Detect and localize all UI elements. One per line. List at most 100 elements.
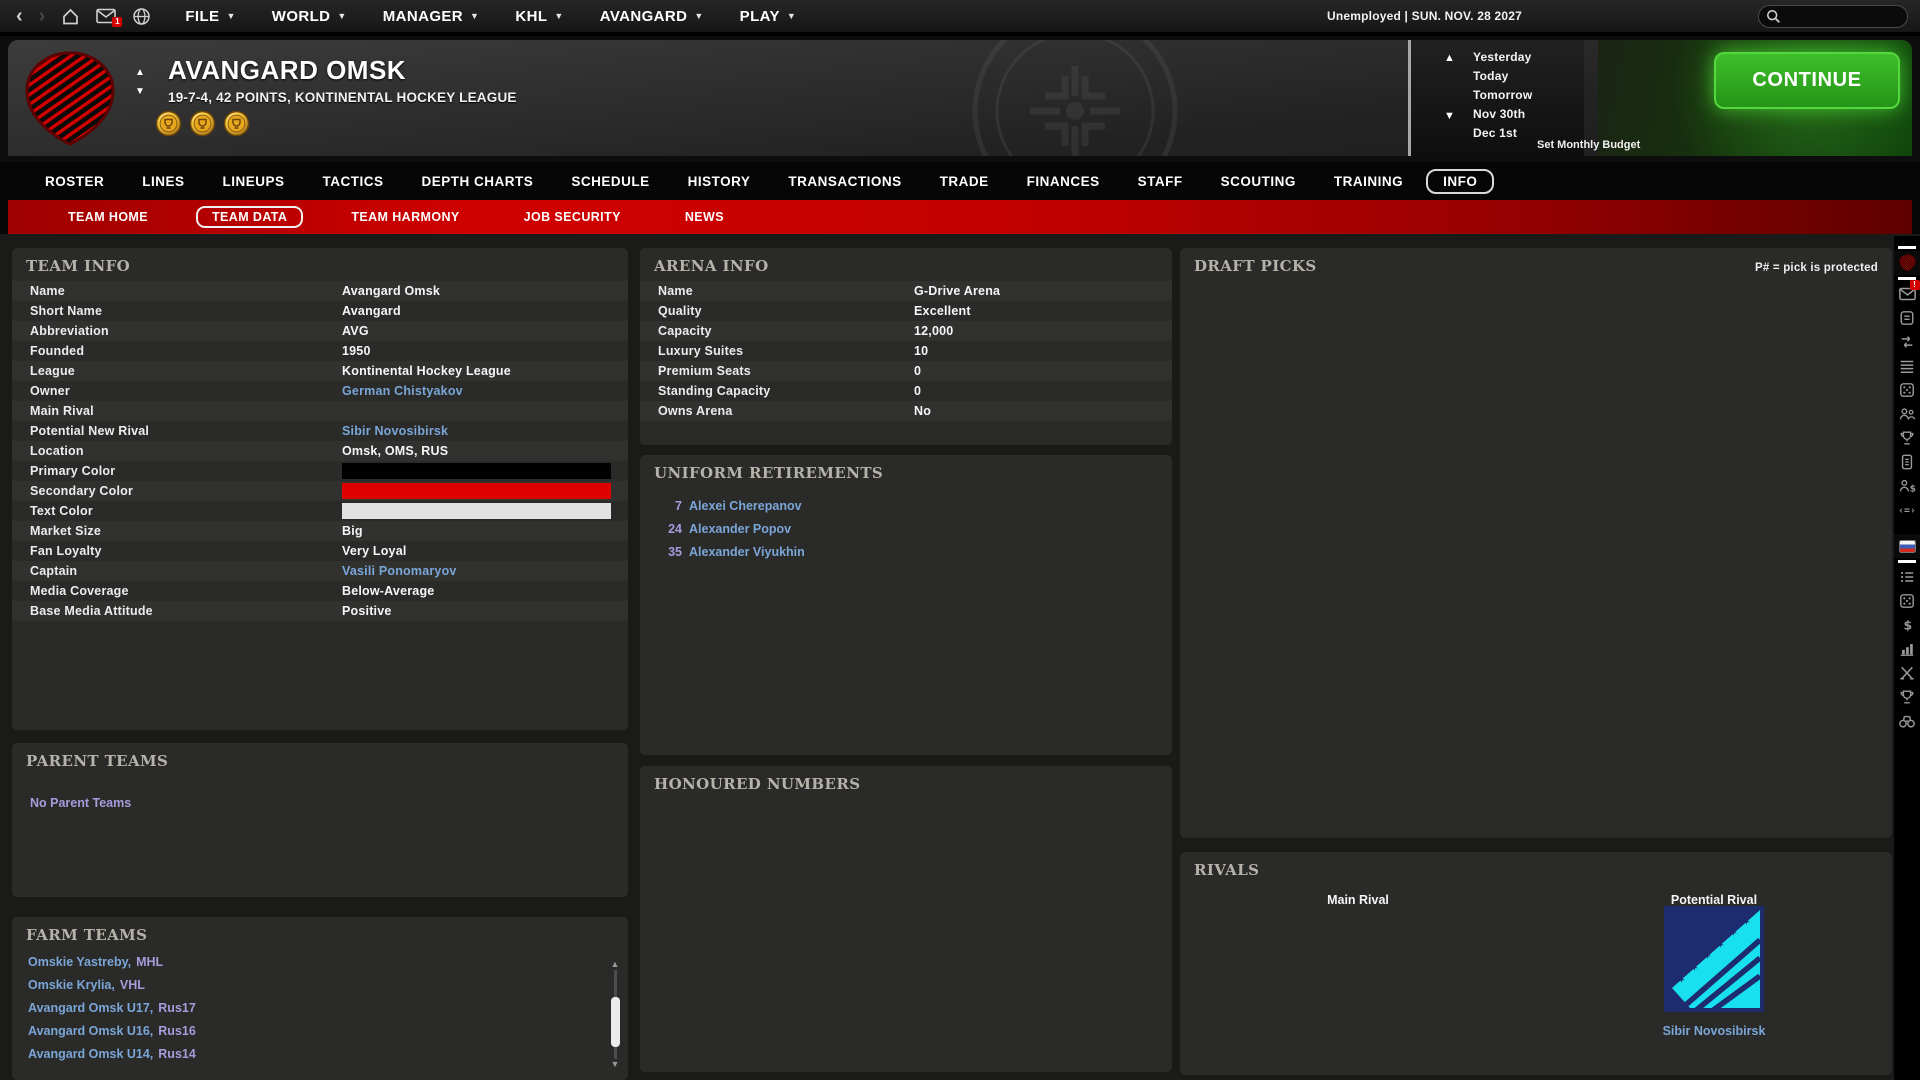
- table-row: Captain Vasili Ponomaryov: [12, 561, 628, 581]
- list-item[interactable]: Avangard Omsk U17, Rus17: [12, 996, 628, 1019]
- list-item[interactable]: Omskie Krylia, VHL: [12, 973, 628, 996]
- scroll-down-arrow[interactable]: ▼: [610, 1059, 620, 1069]
- menu-world[interactable]: WORLD ▼: [272, 8, 347, 25]
- rail-code-brackets-icon[interactable]: ‹=›: [1898, 498, 1916, 522]
- farm-team-link[interactable]: Avangard Omsk U14,: [28, 1046, 154, 1061]
- forward-icon[interactable]: ›: [38, 5, 46, 27]
- list-item[interactable]: Avangard Omsk U14, Rus14: [12, 1042, 628, 1065]
- rail-team-logo-icon[interactable]: [1894, 251, 1920, 275]
- rail-binoculars-icon[interactable]: [1898, 709, 1916, 733]
- tab-trade[interactable]: TRADE: [939, 173, 989, 189]
- date-up-arrow[interactable]: ▲: [1444, 52, 1455, 64]
- rail-bar-chart-icon[interactable]: [1899, 637, 1915, 661]
- table-row: Primary Color: [12, 461, 628, 481]
- subtab-team-data[interactable]: TEAM DATA: [196, 206, 304, 228]
- list-item[interactable]: Omskie Yastreby, MHL: [12, 950, 628, 973]
- tab-roster[interactable]: ROSTER: [45, 173, 105, 189]
- tab-transactions[interactable]: TRANSACTIONS: [788, 173, 902, 189]
- tab-tactics[interactable]: TACTICS: [322, 173, 384, 189]
- search-box[interactable]: [1758, 4, 1908, 28]
- rail-russia-flag-icon[interactable]: [1894, 534, 1920, 558]
- tab-lineups[interactable]: LINEUPS: [222, 173, 285, 189]
- date-down-arrow[interactable]: ▼: [1444, 110, 1455, 122]
- captain-link[interactable]: Vasili Ponomaryov: [342, 564, 457, 578]
- tab-lines[interactable]: LINES: [142, 173, 185, 189]
- team-prev-arrow[interactable]: ▲: [135, 67, 145, 78]
- rail-dice-icon[interactable]: [1899, 378, 1915, 402]
- rail-player-group-icon[interactable]: [1899, 402, 1916, 426]
- rail-inbox-badge: !: [1909, 280, 1920, 290]
- inbox-icon[interactable]: 1: [96, 8, 123, 27]
- team-next-arrow[interactable]: ▼: [135, 86, 145, 97]
- scrollbar-thumb[interactable]: [610, 996, 620, 1047]
- tab-history[interactable]: HISTORY: [687, 173, 751, 189]
- farm-team-link[interactable]: Avangard Omsk U17,: [28, 1000, 154, 1015]
- rail-trophy-icon[interactable]: [1899, 685, 1915, 709]
- rail-trophy-icon[interactable]: [1899, 426, 1915, 450]
- list-item[interactable]: Avangard Omsk U16, Rus16: [12, 1019, 628, 1042]
- rail-inbox-icon[interactable]: !: [1898, 280, 1920, 306]
- chevron-down-icon: ▼: [470, 11, 480, 21]
- inbox-badge: 1: [112, 17, 123, 27]
- tab-schedule[interactable]: SCHEDULE: [571, 173, 650, 189]
- tab-finances[interactable]: FINANCES: [1026, 173, 1100, 189]
- farm-team-link[interactable]: Omskie Yastreby,: [28, 954, 132, 969]
- menu-play[interactable]: PLAY ▼: [740, 8, 797, 25]
- subtab-team-home[interactable]: TEAM HOME: [68, 210, 148, 224]
- sibir-novosibirsk-logo[interactable]: ★ ★ ★ ★ ★ ★: [1664, 906, 1764, 1012]
- tab-depth-charts[interactable]: DEPTH CHARTS: [421, 173, 534, 189]
- table-row: Short Name Avangard: [12, 301, 628, 321]
- menu-file[interactable]: FILE ▼: [185, 8, 235, 25]
- back-icon[interactable]: ‹: [16, 5, 23, 27]
- potential-rival-team-link[interactable]: Sibir Novosibirsk: [1662, 1024, 1766, 1038]
- rail-dice-icon[interactable]: [1899, 589, 1915, 613]
- tab-training[interactable]: TRAINING: [1333, 173, 1404, 189]
- panel-title: FARM TEAMS: [26, 926, 148, 944]
- menu-file-label: FILE: [185, 7, 220, 25]
- tab-scouting[interactable]: SCOUTING: [1220, 173, 1296, 189]
- owner-link[interactable]: German Chistyakov: [342, 384, 463, 398]
- globe-icon[interactable]: [132, 7, 151, 26]
- rail-notebook-icon[interactable]: [1899, 450, 1915, 474]
- farm-team-link[interactable]: Omskie Krylia,: [28, 977, 115, 992]
- row-label: Founded: [30, 344, 85, 358]
- rail-crossed-sticks-icon[interactable]: [1899, 661, 1915, 685]
- rail-dollar-icon[interactable]: $: [1899, 613, 1915, 637]
- menu-manager-label: MANAGER: [382, 7, 464, 25]
- table-row: Name Avangard Omsk: [12, 281, 628, 301]
- continue-button[interactable]: CONTINUE: [1714, 52, 1900, 109]
- tab-staff[interactable]: STAFF: [1137, 173, 1183, 189]
- menu-manager[interactable]: MANAGER ▼: [383, 8, 480, 25]
- farm-team-link[interactable]: Avangard Omsk U16,: [28, 1023, 154, 1038]
- rail-bullet-list-icon[interactable]: [1899, 565, 1915, 589]
- rivals-labels: Main Rival Potential Rival: [1180, 893, 1892, 907]
- tab-info[interactable]: INFO: [1426, 168, 1495, 194]
- table-row: Capacity 12,000: [640, 321, 1172, 341]
- top-menu-bar: ‹ › 1 FILE ▼ WORLD ▼ MANAGER ▼ KHL ▼ AVANGAR…: [0, 0, 1920, 36]
- home-icon[interactable]: [61, 7, 80, 26]
- rail-player-dollar-icon[interactable]: $: [1899, 474, 1916, 498]
- scroll-up-arrow[interactable]: ▲: [610, 959, 620, 969]
- scrollbar-track[interactable]: [610, 970, 620, 1059]
- retired-player-link[interactable]: Alexander Popov: [689, 521, 792, 536]
- menu-avangard[interactable]: AVANGARD ▼: [600, 8, 704, 25]
- retired-player-link[interactable]: Alexander Viyukhin: [689, 544, 805, 559]
- search-input[interactable]: [1785, 8, 1907, 24]
- rail-transfer-arrows-icon[interactable]: [1899, 330, 1915, 354]
- table-row: Premium Seats 0: [640, 361, 1172, 381]
- subtab-job-security[interactable]: JOB SECURITY: [523, 210, 621, 224]
- arena-info-panel: ARENA INFO Name G-Drive Arena Quality Exce…: [640, 248, 1172, 445]
- menu-khl[interactable]: KHL ▼: [515, 8, 563, 25]
- table-row: Location Omsk, OMS, RUS: [12, 441, 628, 461]
- rail-menu-lines-icon[interactable]: [1899, 354, 1915, 378]
- retired-player-link[interactable]: Alexei Cherepanov: [689, 498, 802, 513]
- subtab-news[interactable]: NEWS: [684, 210, 724, 224]
- arena-info-rows: Name G-Drive Arena Quality Excellent Capac…: [640, 281, 1172, 421]
- rail-news-document-icon[interactable]: [1899, 306, 1915, 330]
- shortcut-rail: ! $ ‹=›: [1894, 236, 1920, 1080]
- subtab-team-harmony[interactable]: TEAM HARMONY: [351, 210, 460, 224]
- retired-number: 35: [668, 544, 682, 559]
- potential-rival-link[interactable]: Sibir Novosibirsk: [342, 424, 449, 438]
- row-value: Positive: [342, 604, 392, 618]
